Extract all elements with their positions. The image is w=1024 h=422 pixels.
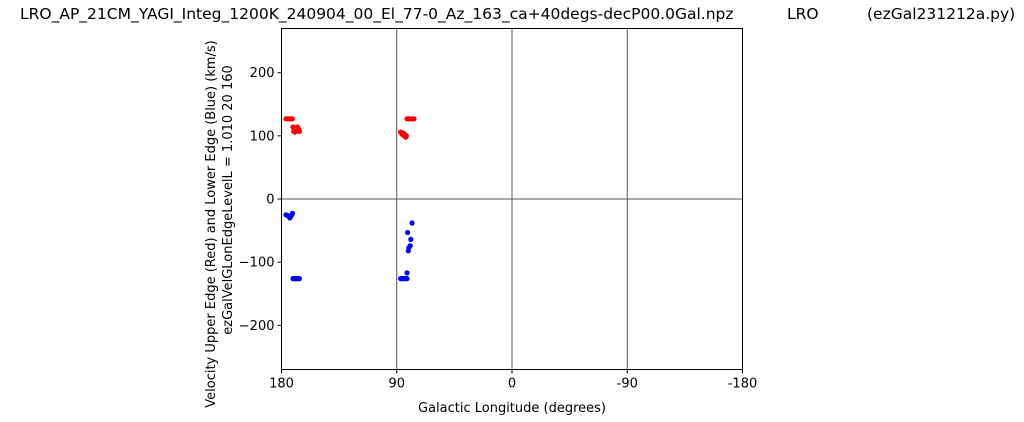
x-axis-ticks: 180 90 0 -90 -180 <box>269 369 758 392</box>
y-tick-label: 200 <box>250 66 275 81</box>
y-axis-ticks: 200 100 0 −100 −200 <box>239 66 282 334</box>
data-point-upper <box>403 133 409 139</box>
x-tick-label: -90 <box>617 377 638 392</box>
x-tick-label: 90 <box>388 377 405 392</box>
data-points <box>283 116 417 282</box>
y-axis-label-secondary: ezGalVelGLonEdgeLevelL = 1.010 20 160 <box>221 65 236 335</box>
data-point-lower <box>296 276 302 282</box>
data-point-upper <box>296 128 302 134</box>
header-program: (ezGal231212a.py) <box>867 5 1015 23</box>
header-filename: LRO_AP_21CM_YAGI_Integ_1200K_240904_00_E… <box>20 5 734 24</box>
header-site: LRO <box>787 5 819 23</box>
data-point-upper <box>290 124 296 130</box>
x-tick-label: -180 <box>728 377 758 392</box>
y-tick-label: 0 <box>266 193 274 208</box>
x-tick-label: 180 <box>269 377 294 392</box>
data-point-lower <box>409 220 415 226</box>
data-point-lower <box>404 276 410 282</box>
y-tick-label: −200 <box>239 319 275 334</box>
grid-lines <box>281 28 743 370</box>
y-tick-label: −100 <box>239 256 275 271</box>
data-point-lower <box>404 270 410 276</box>
x-axis-label: Galactic Longitude (degrees) <box>418 401 606 416</box>
data-point-lower <box>407 243 413 249</box>
data-point-lower <box>405 229 411 236</box>
data-point-lower <box>289 210 295 217</box>
data-point-lower <box>408 236 414 242</box>
x-tick-label: 0 <box>508 377 516 392</box>
data-point-upper <box>289 116 295 122</box>
y-axis-label: Velocity Upper Edge (Red) and Lower Edge… <box>204 40 219 408</box>
y-tick-label: 100 <box>250 129 275 144</box>
data-point-upper <box>411 116 417 122</box>
